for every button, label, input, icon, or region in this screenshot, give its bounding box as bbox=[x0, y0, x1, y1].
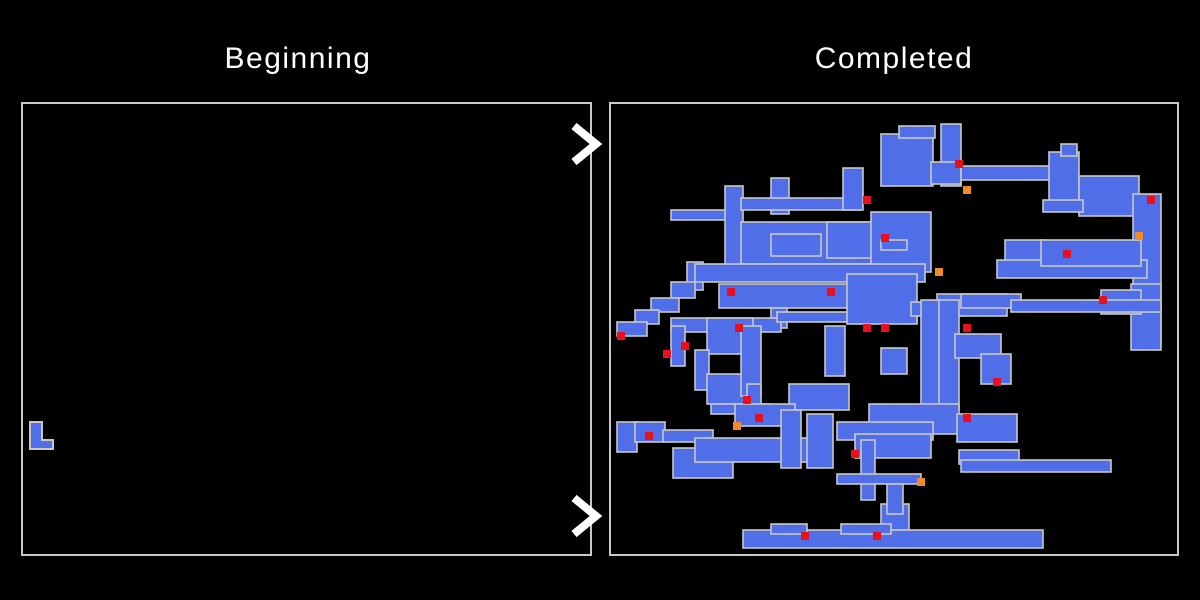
completed-map bbox=[616, 123, 1162, 549]
chevron-right-icon bbox=[571, 494, 603, 538]
completed-map-panel bbox=[609, 102, 1179, 556]
warp-rooms bbox=[733, 186, 1143, 486]
beginning-map-panel bbox=[21, 102, 592, 556]
map-rooms bbox=[616, 123, 1162, 549]
completed-title: Completed bbox=[814, 42, 974, 75]
chevron-right-icon bbox=[571, 122, 603, 166]
starting-room bbox=[29, 421, 54, 450]
save-rooms bbox=[617, 160, 1155, 540]
beginning-map bbox=[29, 421, 54, 450]
beginning-title: Beginning bbox=[224, 42, 372, 75]
